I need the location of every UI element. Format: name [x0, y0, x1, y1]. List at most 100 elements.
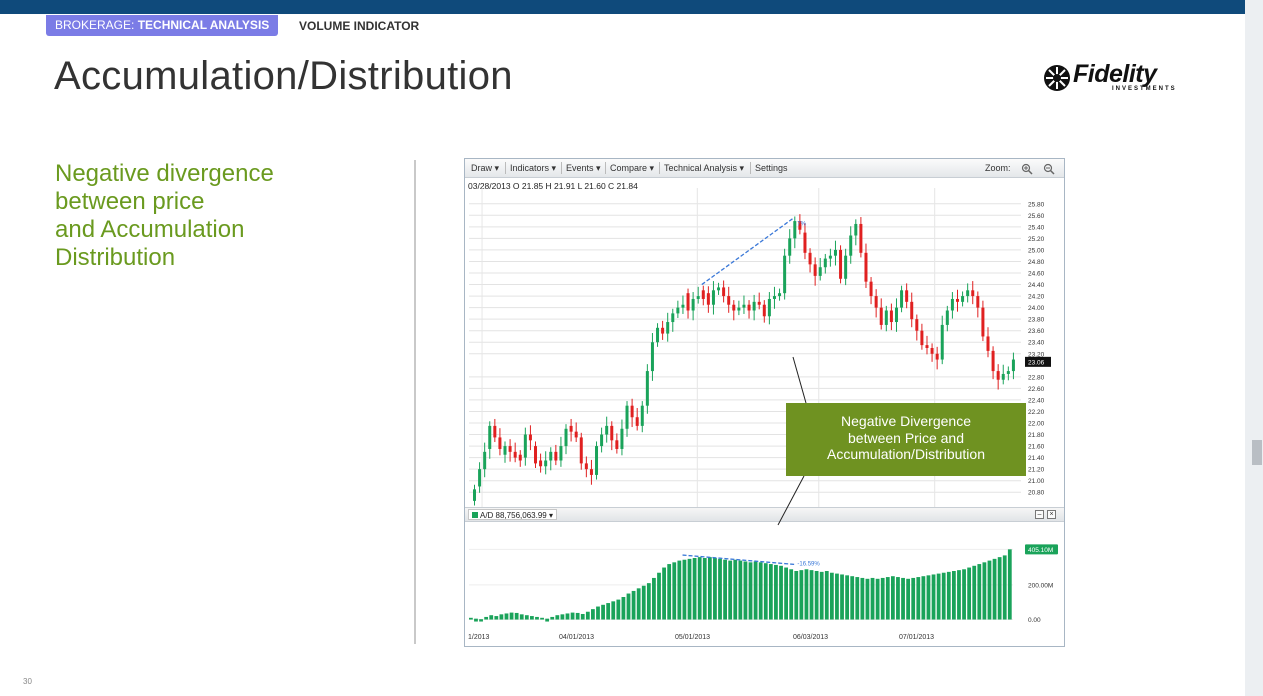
subtitle-line: Negative divergence: [55, 160, 274, 187]
breadcrumb-topic: TECHNICAL ANALYSIS: [137, 18, 270, 32]
ad-bar: [641, 585, 646, 620]
candle-body: [976, 296, 980, 308]
candle-body: [544, 460, 548, 467]
candle-body: [879, 307, 883, 325]
ad-bar: [662, 567, 666, 620]
candle-body: [523, 434, 527, 458]
breadcrumb-section[interactable]: BROKERAGE: TECHNICAL ANALYSIS: [46, 15, 279, 36]
price-trend-label: 7%: [797, 222, 806, 228]
breadcrumb-current[interactable]: VOLUME INDICATOR: [299, 19, 420, 33]
zoom-out-icon[interactable]: [1043, 163, 1055, 175]
candle-body: [1011, 359, 1015, 372]
toolbar-compare[interactable]: Compare ▾: [610, 163, 655, 173]
ad-bar: [514, 612, 519, 620]
ad-last-value-label: 405.10M: [1028, 547, 1053, 554]
candle-body: [833, 249, 837, 256]
candle-body: [615, 440, 619, 449]
toolbar-draw[interactable]: Draw ▾: [471, 163, 500, 173]
minimize-panel-button[interactable]: –: [1035, 510, 1044, 519]
candle-body: [691, 298, 695, 311]
candle-body: [910, 301, 914, 320]
ad-bar: [672, 562, 677, 620]
ad-bar: [779, 565, 783, 620]
chart-toolbar: Draw ▾ Indicators ▾ Events ▾ Compare ▾ T…: [465, 159, 1064, 178]
ad-bar: [921, 576, 926, 620]
ad-bar: [885, 577, 890, 620]
candle-body: [889, 310, 893, 323]
ad-bar: [962, 569, 966, 620]
ad-indicator-tag[interactable]: A/D 88,756,063.99 ▾: [468, 509, 557, 520]
ad-bar: [850, 576, 855, 620]
price-tick-label: 24.20: [1028, 294, 1045, 301]
price-tick-label: 21.20: [1028, 467, 1045, 474]
candle-body: [961, 296, 965, 302]
x-axis-tick-label: 06/03/2013: [793, 634, 828, 641]
price-tick-label: 24.80: [1028, 259, 1045, 266]
ad-bar: [845, 575, 850, 620]
callout-line: Accumulation/Distribution: [827, 446, 985, 462]
fidelity-logo: Fidelity INVESTMENTS: [1040, 60, 1185, 96]
toolbar-events[interactable]: Events ▾: [566, 163, 601, 173]
close-panel-button[interactable]: ×: [1047, 510, 1056, 519]
ad-bar: [682, 559, 687, 620]
ad-bar: [646, 583, 651, 620]
ad-bar: [814, 571, 819, 620]
candle-body: [849, 235, 853, 256]
candle-body: [859, 223, 863, 253]
toolbar-indicators[interactable]: Indicators ▾: [510, 163, 557, 173]
price-trend-line: [701, 217, 794, 286]
x-axis-tick-label: 07/01/2013: [899, 634, 934, 641]
candle-body: [747, 304, 751, 311]
ad-bar: [926, 575, 931, 620]
candle-body: [854, 223, 858, 236]
candle-body: [894, 307, 898, 323]
scrollbar-thumb[interactable]: [1252, 440, 1262, 465]
ad-bar: [575, 612, 580, 620]
price-tick-label: 25.40: [1028, 224, 1045, 231]
candle-body: [493, 425, 497, 438]
price-tick-label: 22.80: [1028, 374, 1045, 381]
candle-body: [996, 371, 1000, 380]
ad-bar: [901, 577, 905, 620]
ad-bar: [692, 558, 697, 620]
toolbar-technical-analysis[interactable]: Technical Analysis ▾: [664, 163, 745, 173]
ad-bar: [997, 557, 1002, 620]
zoom-in-icon[interactable]: [1021, 163, 1033, 175]
candle-body: [778, 293, 782, 297]
candle-body: [696, 296, 700, 299]
ad-bar: [1007, 549, 1012, 620]
price-tick-label: 22.60: [1028, 386, 1045, 393]
candle-body: [584, 463, 588, 470]
candle-body: [676, 307, 680, 314]
ad-bar: [768, 564, 773, 620]
price-tick-label: 24.60: [1028, 271, 1045, 278]
ad-bar: [474, 618, 478, 622]
ad-color-swatch: [472, 512, 478, 518]
candle-body: [569, 425, 573, 432]
ad-bar: [585, 611, 590, 620]
ad-bar: [565, 613, 570, 620]
candle-body: [574, 431, 578, 438]
ad-bar: [707, 557, 712, 620]
logo-wordmark: Fidelity: [1073, 60, 1157, 88]
ad-bar: [677, 560, 682, 620]
ad-bar: [580, 613, 585, 620]
candle-body: [600, 434, 604, 447]
indicator-header: A/D 88,756,063.99 ▾ – ×: [465, 507, 1064, 522]
ad-bar: [763, 563, 768, 620]
ad-bar: [555, 615, 560, 620]
breadcrumb-section-label: BROKERAGE:: [55, 18, 135, 32]
ad-bar: [509, 612, 514, 620]
right-scroll-strip[interactable]: [1245, 0, 1263, 696]
toolbar-settings[interactable]: Settings: [755, 163, 788, 173]
price-tick-label: 22.00: [1028, 421, 1045, 428]
candle-body: [589, 469, 593, 475]
ad-bar: [804, 569, 809, 620]
ad-bar: [733, 559, 738, 620]
candle-body: [559, 446, 563, 461]
chart-window[interactable]: Draw ▾ Indicators ▾ Events ▾ Compare ▾ T…: [464, 158, 1065, 647]
ad-bar-chart[interactable]: 405.10M 200.00M 0.00 -16.59% 1/2013 04/01/201…: [465, 523, 1064, 647]
candle-body: [518, 454, 522, 461]
ad-bar: [606, 603, 611, 620]
candle-body: [930, 348, 934, 354]
